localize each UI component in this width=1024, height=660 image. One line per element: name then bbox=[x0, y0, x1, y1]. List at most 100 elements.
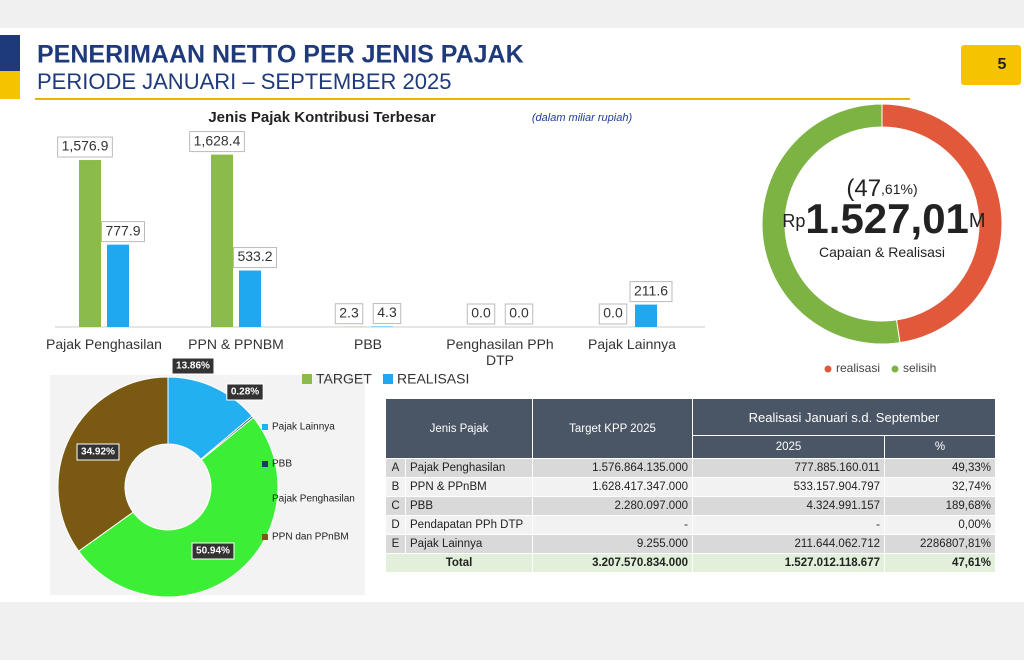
table-cell: Pendapatan PPh DTP bbox=[405, 515, 533, 535]
legend-label: selisih bbox=[903, 361, 936, 375]
table-body: A Pajak Penghasilan 1.576.864.135.000 777.8… bbox=[385, 458, 997, 573]
th-target: Target KPP 2025 bbox=[532, 398, 693, 459]
bottom-strip bbox=[0, 602, 1024, 660]
center-label-part: Rp bbox=[782, 211, 805, 231]
table-row: C PBB 2.280.097.000 4.324.991.157 189,68% bbox=[385, 496, 997, 516]
table-cell: 211.644.062.712 bbox=[692, 534, 885, 554]
legend-swatch bbox=[262, 534, 268, 540]
table-cell: 2286807,81% bbox=[883, 534, 997, 554]
value-label: 533.2 bbox=[237, 248, 272, 264]
donut-slice bbox=[761, 103, 901, 345]
value-label: 0.0 bbox=[603, 305, 623, 321]
table-cell: PBB bbox=[405, 496, 533, 516]
th-jenis: Jenis Pajak bbox=[385, 398, 533, 459]
slice-label: 13.86% bbox=[176, 361, 210, 372]
table-cell: 777.885.160.011 bbox=[692, 458, 885, 478]
bar bbox=[635, 304, 657, 327]
table-cell: Total bbox=[385, 553, 533, 573]
table-cell: 1.576.864.135.000 bbox=[532, 458, 693, 478]
accent-yellow bbox=[0, 71, 20, 99]
legend-label: TARGET bbox=[316, 371, 372, 387]
value-label: 0.0 bbox=[471, 305, 491, 321]
table-cell: D bbox=[385, 515, 406, 535]
slice-label: 34.92% bbox=[81, 447, 115, 458]
value-label-box bbox=[372, 303, 402, 325]
slice-label-box bbox=[171, 357, 215, 375]
table-cell: 9.255.000 bbox=[532, 534, 693, 554]
bar bbox=[211, 154, 233, 327]
table-cell: 49,33% bbox=[883, 458, 997, 478]
page-badge bbox=[961, 45, 1021, 85]
legend-swatch bbox=[891, 365, 899, 373]
center-label-part: (47 bbox=[846, 175, 881, 202]
x-tick-label: Pajak Lainnya bbox=[588, 336, 676, 352]
legend-label: realisasi bbox=[836, 361, 880, 375]
center-label: (47,61%) bbox=[846, 175, 917, 202]
table-cell: - bbox=[692, 515, 885, 535]
th-year: 2025 bbox=[692, 435, 885, 459]
table-cell: 1.527.012.118.677 bbox=[692, 553, 885, 573]
legend-swatch bbox=[262, 461, 268, 467]
table-cell: Pajak Penghasilan bbox=[405, 458, 533, 478]
legend-swatch bbox=[262, 496, 268, 502]
slide-title: PENERIMAAN NETTO PER JENIS PAJAK bbox=[37, 41, 524, 69]
chart-subtitle: (dalam miliar rupiah) bbox=[532, 112, 633, 124]
value-label-box bbox=[57, 136, 113, 158]
table-cell: C bbox=[385, 496, 406, 516]
bar bbox=[239, 270, 261, 327]
x-tick-label: Pajak Penghasilan bbox=[46, 336, 162, 352]
value-label-box bbox=[232, 247, 278, 269]
legend-label: PPN dan PPnBM bbox=[272, 532, 349, 543]
table-cell: 1.628.417.347.000 bbox=[532, 477, 693, 497]
value-label-box bbox=[100, 221, 146, 243]
legend-label: Pajak Lainnya bbox=[272, 422, 335, 433]
table-cell: 0,00% bbox=[883, 515, 997, 535]
legend-swatch bbox=[302, 374, 312, 384]
bar bbox=[107, 244, 129, 327]
x-tick-label: PBB bbox=[353, 336, 382, 352]
table-cell: PPN & PPnBM bbox=[405, 477, 533, 497]
legend-label: PBB bbox=[272, 459, 292, 470]
table-cell: - bbox=[532, 515, 693, 535]
th-realisasi: Realisasi Januari s.d. September bbox=[691, 398, 997, 436]
slice-label-box bbox=[76, 443, 120, 461]
table-cell: A bbox=[385, 458, 406, 478]
value-label-box bbox=[504, 303, 534, 325]
legend-label: Pajak Penghasilan bbox=[272, 494, 355, 505]
value-label: 1,576.9 bbox=[62, 138, 109, 154]
slice-label: 50.94% bbox=[196, 546, 230, 557]
tax-table: Jenis Pajak Target KPP 2025 Realisasi Janu… bbox=[385, 398, 997, 573]
value-label: 1,628.4 bbox=[194, 132, 241, 148]
accent-navy bbox=[0, 35, 20, 71]
page-number: 5 bbox=[998, 56, 1007, 73]
center-label: Rp1.527,01M bbox=[782, 195, 985, 242]
legend-swatch bbox=[383, 374, 393, 384]
donut-slice bbox=[57, 376, 169, 552]
value-label-box bbox=[466, 303, 496, 325]
table-cell: 533.157.904.797 bbox=[692, 477, 885, 497]
slide-subtitle: PERIODE JANUARI – SEPTEMBER 2025 bbox=[37, 69, 451, 94]
center-label-part: M bbox=[969, 210, 986, 232]
value-label-box bbox=[334, 303, 364, 325]
x-tick-label: Penghasilan PPh DTP bbox=[446, 336, 554, 368]
table-cell: 2.280.097.000 bbox=[532, 496, 693, 516]
table-cell: E bbox=[385, 534, 406, 554]
slice-label-box bbox=[226, 383, 264, 401]
value-label: 777.9 bbox=[105, 222, 140, 238]
chart-title: Jenis Pajak Kontribusi Terbesar bbox=[208, 109, 435, 126]
legend-swatch bbox=[262, 424, 268, 430]
table-cell: 32,74% bbox=[883, 477, 997, 497]
top-strip bbox=[0, 0, 1024, 28]
value-label: 211.6 bbox=[634, 282, 668, 298]
table-cell: Pajak Lainnya bbox=[405, 534, 533, 554]
slice-label-box bbox=[191, 542, 235, 560]
table-cell: 189,68% bbox=[883, 496, 997, 516]
table-row: E Pajak Lainnya 9.255.000 211.644.062.712 22… bbox=[385, 534, 997, 554]
table-cell: 4.324.991.157 bbox=[692, 496, 885, 516]
legend-label: REALISASI bbox=[397, 371, 469, 387]
bar bbox=[79, 160, 101, 327]
x-tick-label: PPN & PPNBM bbox=[188, 336, 284, 352]
value-label: 0.0 bbox=[509, 305, 529, 321]
